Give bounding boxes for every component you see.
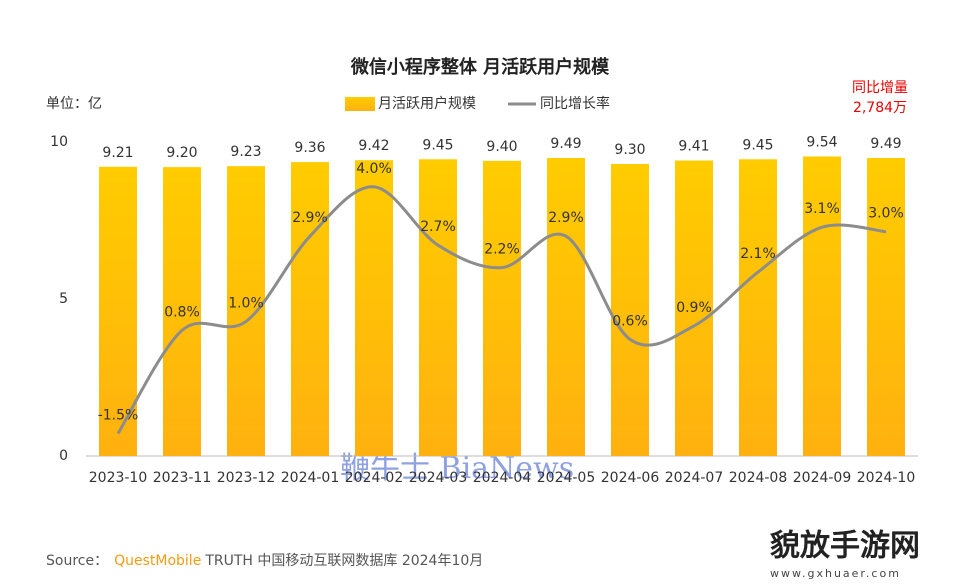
line-value-label: 3.1%	[804, 201, 840, 217]
annotation-title: 同比增量	[852, 80, 908, 96]
line-value-label: 2.9%	[548, 210, 584, 226]
bar-value-label: 9.23	[230, 144, 261, 160]
bar	[419, 159, 457, 456]
annotation-value: 2,784万	[853, 100, 907, 116]
bar-value-label: 9.36	[294, 140, 325, 156]
x-tick-label: 2023-10	[89, 470, 148, 486]
line-value-label: -1.5%	[98, 408, 139, 424]
x-tick-label: 2024-04	[473, 470, 532, 486]
x-tick-label: 2024-08	[729, 470, 788, 486]
line-value-label: 0.8%	[164, 304, 200, 320]
bar-value-label: 9.45	[742, 137, 773, 153]
bar-value-label: 9.21	[102, 145, 133, 161]
legend-label: 同比增长率	[540, 95, 610, 112]
line-value-label: 1.0%	[228, 295, 264, 311]
line	[116, 185, 887, 435]
x-tick-label: 2024-07	[665, 470, 724, 486]
source-prefix: Source：	[46, 553, 108, 569]
x-tick-label: 2024-05	[537, 470, 596, 486]
bar-value-label: 9.42	[358, 138, 389, 154]
bar-value-label: 9.54	[806, 134, 837, 150]
bar	[291, 162, 329, 456]
x-tick-label: 2024-09	[793, 470, 852, 486]
bar	[803, 156, 841, 456]
x-tick-label: 2023-11	[153, 470, 212, 486]
line-value-label: 2.1%	[740, 246, 776, 262]
line-value-label: 2.2%	[484, 242, 520, 258]
x-tick-label: 2024-06	[601, 470, 660, 486]
bar	[355, 160, 393, 456]
bar	[675, 160, 713, 456]
watermark-box	[705, 510, 955, 582]
y-tick-label: 5	[59, 291, 68, 307]
line-value-label: 2.9%	[292, 210, 328, 226]
bar-value-label: 9.45	[422, 137, 453, 153]
bar-value-label: 9.49	[870, 136, 901, 152]
x-tick-label: 2024-02	[345, 470, 404, 486]
chart-title: 微信小程序整体 月活跃用户规模	[350, 56, 610, 78]
line-value-label: 4.0%	[356, 161, 392, 177]
watermark: 貌放手游网	[769, 529, 920, 564]
bar-value-label: 9.20	[166, 145, 197, 161]
source-rest: TRUTH 中国移动互联网数据库 2024年10月	[204, 553, 483, 569]
y-tick-label: 10	[50, 134, 68, 150]
watermark: www.gxhuaer.com	[770, 567, 901, 580]
bar-value-label: 9.41	[678, 139, 709, 155]
x-tick-label: 2023-12	[217, 470, 276, 486]
bar	[483, 160, 521, 456]
x-tick-label: 2024-10	[857, 470, 916, 486]
bar-value-label: 9.40	[486, 139, 517, 155]
line-value-label: 0.9%	[676, 300, 712, 316]
x-tick-label: 2024-01	[281, 470, 340, 486]
line-value-label: 2.7%	[420, 219, 456, 235]
bar-value-label: 9.30	[614, 142, 645, 158]
bar	[739, 159, 777, 456]
bar	[867, 158, 905, 457]
bar	[163, 167, 201, 456]
bar	[611, 163, 649, 457]
watermark: 鞭牛士 BiaNews	[340, 451, 574, 486]
legend-label: 月活跃用户规模	[378, 95, 476, 112]
line-value-label: 0.6%	[612, 313, 648, 329]
legend-swatch	[345, 97, 375, 111]
y-tick-label: 0	[59, 448, 68, 464]
line-value-label: 3.0%	[868, 206, 904, 222]
source: Source： QuestMobile TRUTH 中国移动互联网数据库 2024年…	[46, 553, 483, 569]
bar-value-label: 9.49	[550, 136, 581, 152]
bar	[547, 158, 585, 457]
source-brand: QuestMobile	[114, 553, 201, 569]
x-tick-label: 2024-03	[409, 470, 468, 486]
unit-label: 单位：亿	[46, 96, 102, 112]
